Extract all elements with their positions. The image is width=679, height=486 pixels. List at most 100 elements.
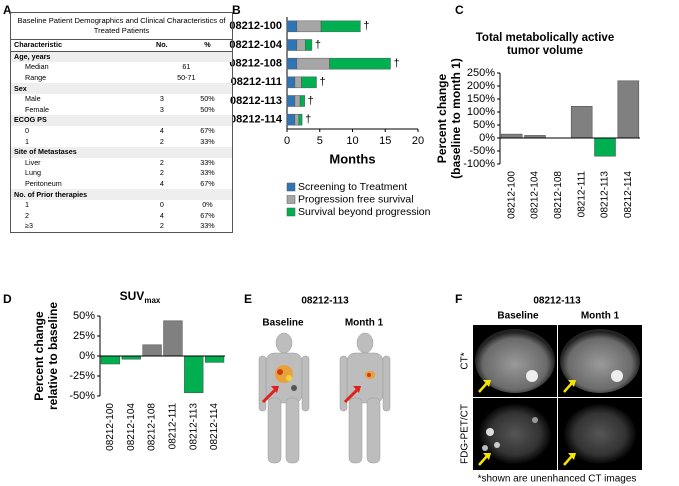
table-cell: 67% bbox=[200, 126, 215, 136]
table-cell: 2 bbox=[159, 168, 164, 178]
x-tick-label: 20 bbox=[412, 135, 424, 147]
legend-swatch bbox=[286, 182, 296, 192]
y-tick-label: 08212-108 bbox=[229, 58, 282, 70]
table-cell: 33% bbox=[200, 168, 215, 178]
table-cell: 0% bbox=[202, 200, 213, 210]
table-row: 0 4 67% bbox=[11, 126, 232, 137]
bar bbox=[184, 355, 204, 394]
table-cell: 50% bbox=[200, 104, 215, 114]
end-label: † bbox=[308, 95, 314, 107]
header-cell: % bbox=[182, 40, 232, 52]
bar bbox=[204, 355, 225, 363]
table-cell: Lung bbox=[25, 168, 41, 178]
header-cell: Characteristic bbox=[11, 40, 141, 52]
table-cell: 3 bbox=[159, 94, 164, 104]
table-row: Sex bbox=[11, 83, 232, 94]
bar-segment bbox=[294, 76, 302, 89]
x-tick-label: 0 bbox=[284, 135, 290, 147]
column-label: Baseline bbox=[497, 311, 539, 322]
y-tick-label: 250% bbox=[467, 67, 495, 79]
table-cell: 2 bbox=[159, 221, 164, 231]
patient-id: 08212-113 bbox=[301, 296, 349, 307]
end-label: † bbox=[393, 58, 399, 70]
table-cell: 4 bbox=[159, 179, 164, 189]
panel-label: C bbox=[455, 3, 464, 17]
header-row: Characteristic No.% bbox=[11, 40, 232, 52]
table-cell: Female bbox=[25, 104, 49, 114]
bar bbox=[142, 344, 162, 357]
bar-segment bbox=[294, 95, 301, 107]
table-row: ≥3 2 33% bbox=[11, 221, 232, 232]
panel-label: D bbox=[3, 292, 12, 306]
column-label: Month 1 bbox=[345, 318, 384, 329]
table-row: Age, years bbox=[11, 51, 232, 63]
pet-mip-images bbox=[255, 330, 400, 470]
y-tick-label: -100% bbox=[463, 158, 495, 170]
table-cell: ≥3 bbox=[25, 221, 33, 231]
y-axis-label: (baseline to month 1) bbox=[449, 58, 463, 179]
y-tick-label: -25% bbox=[69, 370, 95, 382]
bar-segment bbox=[298, 113, 303, 126]
x-tick-label: 08212-114 bbox=[209, 403, 220, 451]
y-tick-label: -50% bbox=[469, 145, 495, 157]
table-cell: Peritoneum bbox=[25, 179, 62, 189]
table-body: Characteristic No.% Age, years Median 61 Rang… bbox=[11, 40, 232, 232]
x-tick-label: 10 bbox=[346, 135, 358, 147]
y-axis-label: Percent change bbox=[32, 311, 46, 401]
table-cell: 1 bbox=[25, 200, 29, 210]
ct-pet-images bbox=[473, 325, 642, 470]
x-tick-label: 08212-113 bbox=[600, 171, 611, 219]
bar bbox=[500, 133, 523, 139]
bar bbox=[570, 106, 593, 139]
table-cell: 33% bbox=[200, 221, 215, 231]
x-tick-label: 08212-111 bbox=[576, 171, 587, 218]
x-tick-label: 15 bbox=[379, 135, 391, 147]
table-cell: Liver bbox=[25, 157, 41, 167]
title-subscript: max bbox=[144, 296, 161, 305]
table-cell: Site of Metastases bbox=[11, 146, 232, 158]
bar bbox=[594, 137, 616, 157]
y-tick-label: 0% bbox=[479, 132, 495, 144]
table-cell: 3 bbox=[159, 104, 164, 114]
x-tick-label: 08212-113 bbox=[188, 403, 199, 451]
chart-title: Total metabolically active bbox=[476, 32, 614, 44]
table-cell: 61 bbox=[182, 62, 191, 72]
table-cell: No. of Prior therapies bbox=[11, 189, 232, 200]
table-cell: Age, years bbox=[11, 51, 232, 63]
legend-label: Survival beyond progression bbox=[298, 206, 431, 218]
x-tick-label: 5 bbox=[317, 135, 323, 147]
demographics-table: Baseline Patient Demographics and Clinic… bbox=[10, 12, 233, 233]
table-cell: 4 bbox=[159, 126, 164, 136]
bar-segment bbox=[329, 57, 391, 70]
header-cell: No. bbox=[140, 40, 183, 52]
table-row: 1 2 33% bbox=[11, 136, 232, 147]
y-axis-label: Percent change bbox=[435, 73, 449, 163]
end-label: † bbox=[363, 20, 369, 32]
table-cell: 2 bbox=[159, 157, 164, 167]
y-tick-label: 08212-104 bbox=[229, 39, 282, 51]
table-cell: 1 bbox=[25, 136, 29, 146]
legend-label: Progression free survival bbox=[298, 193, 414, 205]
table-cell: 50% bbox=[200, 94, 215, 104]
x-tick-label: 08212-104 bbox=[126, 403, 137, 451]
y-tick-label: 50% bbox=[73, 310, 95, 322]
legend-swatch bbox=[286, 195, 296, 204]
table-cell: 67% bbox=[200, 210, 215, 220]
bar-segment bbox=[305, 39, 313, 51]
row-label: CT* bbox=[460, 352, 471, 369]
y-tick-label: 08212-100 bbox=[229, 20, 282, 32]
panel-label: F bbox=[455, 292, 462, 306]
bar-segment bbox=[296, 20, 322, 33]
bar bbox=[617, 80, 640, 139]
table-row: Site of Metastases bbox=[11, 146, 232, 158]
row-label: FDG-PET/CT bbox=[460, 404, 471, 464]
table-cell: Range bbox=[25, 73, 47, 83]
table-row: ECOG PS bbox=[11, 115, 232, 126]
bar-segment bbox=[301, 76, 317, 89]
table-cell: 33% bbox=[200, 157, 215, 167]
x-tick-label: 08212-104 bbox=[530, 171, 541, 219]
table-row: Lung 2 33% bbox=[11, 168, 232, 179]
x-tick-label: 08212-100 bbox=[506, 171, 517, 219]
